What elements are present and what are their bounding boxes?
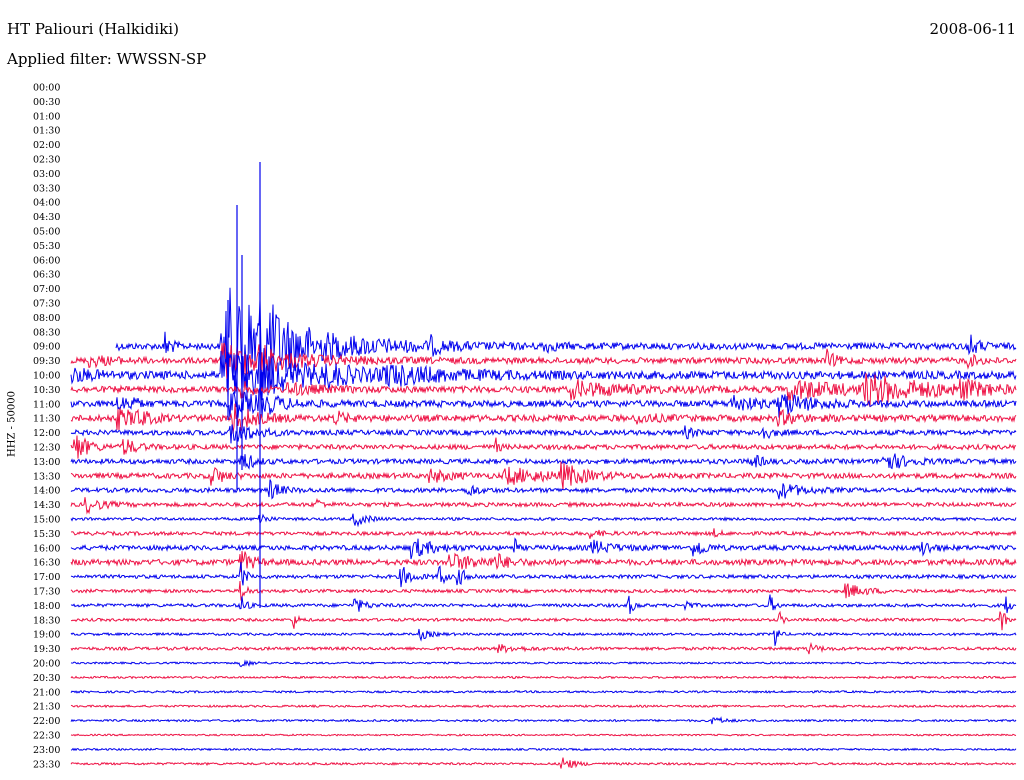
time-tick-label: 22:30	[33, 731, 60, 742]
station-title: HT Paliouri (Halkidiki)	[7, 20, 179, 38]
trace-1630	[70, 551, 1017, 573]
time-tick-label: 07:30	[33, 299, 60, 310]
time-tick-label: 05:30	[33, 241, 60, 252]
time-tick-label: 11:30	[33, 414, 60, 425]
trace-1500	[70, 513, 1017, 528]
trace-1300	[70, 453, 1017, 470]
filter-label: Applied filter: WWSSN-SP	[7, 50, 207, 68]
time-tick-label: 02:00	[33, 140, 60, 151]
time-tick-label: 00:00	[33, 83, 60, 94]
time-tick-label: 07:00	[33, 284, 60, 295]
time-tick-label: 15:00	[33, 515, 60, 526]
time-tick-label: 13:00	[33, 457, 60, 468]
time-tick-label: 01:30	[33, 126, 60, 137]
time-tick-label: 19:30	[33, 644, 60, 655]
time-tick-label: 19:00	[33, 630, 60, 641]
time-tick-label: 20:30	[33, 673, 60, 684]
trace-1200	[70, 424, 1017, 444]
time-tick-label: 23:00	[33, 745, 60, 756]
trace-2200	[70, 716, 1017, 725]
time-tick-label: 16:30	[33, 558, 60, 569]
time-tick-label: 06:30	[33, 270, 60, 281]
trace-2330	[70, 757, 1017, 769]
trace-1900	[70, 628, 1017, 646]
time-tick-label: 11:00	[33, 399, 60, 410]
record-date: 2008-06-11	[929, 20, 1016, 38]
trace-2130	[70, 704, 1016, 709]
time-tick-label: 14:00	[33, 486, 60, 497]
trace-1130	[70, 403, 1017, 434]
trace-2230	[70, 733, 1017, 737]
time-tick-label: 08:00	[33, 313, 60, 324]
time-tick-label: 02:30	[33, 155, 60, 166]
time-tick-label: 14:30	[33, 500, 60, 511]
trace-1730	[70, 580, 1017, 601]
time-tick-label: 10:30	[33, 385, 60, 396]
trace-2300	[70, 747, 1017, 752]
time-tick-label: 17:30	[33, 587, 60, 598]
trace-2030	[70, 675, 1017, 680]
time-tick-label: 15:30	[33, 529, 60, 540]
trace-2100	[70, 689, 1017, 694]
time-tick-label: 04:00	[33, 198, 60, 209]
trace-1530	[70, 528, 1017, 539]
trace-1400	[70, 479, 1017, 500]
time-tick-label: 09:00	[33, 342, 60, 353]
time-tick-label: 18:30	[33, 615, 60, 626]
trace-1800	[70, 594, 1017, 615]
time-tick-label: 12:00	[33, 428, 60, 439]
time-tick-label: 03:00	[33, 169, 60, 180]
trace-1430	[70, 497, 1017, 515]
trace-1930	[70, 641, 1017, 655]
time-tick-label: 04:30	[33, 212, 60, 223]
time-tick-label: 13:30	[33, 471, 60, 482]
trace-1830	[70, 610, 1017, 631]
time-tick-label: 23:30	[33, 759, 60, 770]
trace-1230	[70, 435, 1017, 459]
trace-1600	[70, 537, 1017, 560]
time-tick-label: 10:00	[33, 371, 60, 382]
time-tick-label: 17:00	[33, 572, 60, 583]
time-tick-label: 08:30	[33, 327, 60, 338]
time-tick-label: 01:00	[33, 111, 60, 122]
time-tick-label: 05:00	[33, 227, 60, 238]
time-tick-label: 03:30	[33, 183, 60, 194]
time-tick-label: 00:30	[33, 97, 60, 108]
time-tick-label: 16:00	[33, 543, 60, 554]
time-tick-label: 06:00	[33, 255, 60, 266]
time-tick-label: 09:30	[33, 356, 60, 367]
time-tick-label: 22:00	[33, 716, 60, 727]
time-tick-label: 18:00	[33, 601, 60, 612]
trace-1330	[70, 461, 1017, 490]
trace-2000	[70, 659, 1017, 668]
time-tick-label: 21:30	[33, 702, 60, 713]
time-tick-label: 20:00	[33, 659, 60, 670]
trace-1700	[70, 561, 1017, 588]
time-tick-label: 21:00	[33, 687, 60, 698]
time-tick-label: 12:30	[33, 443, 60, 454]
